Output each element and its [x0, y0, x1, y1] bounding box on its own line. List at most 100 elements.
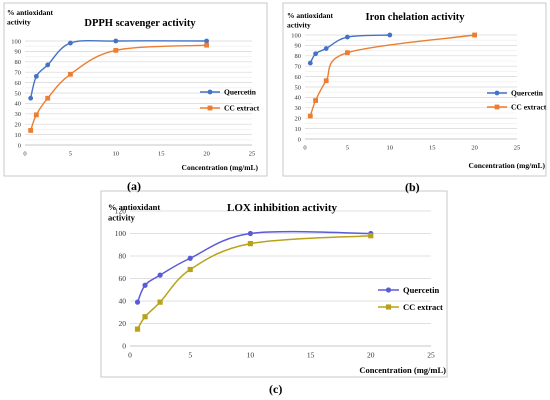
- y-tick-label: 100: [11, 38, 21, 45]
- data-point: [323, 78, 329, 84]
- y-tick-label: 90: [295, 43, 302, 50]
- y-tick-label: 100: [115, 229, 127, 238]
- data-point: [134, 299, 141, 305]
- legend-entry: CC extract: [378, 302, 443, 312]
- x-axis-label: Concentration (mg/mL): [359, 365, 446, 375]
- data-point: [68, 71, 73, 77]
- data-point: [472, 32, 477, 38]
- y-tick-label: 100: [291, 32, 301, 39]
- legend-marker: [207, 105, 213, 111]
- x-tick-label: 20: [367, 351, 375, 360]
- y-tick-label: 70: [15, 69, 22, 76]
- series-line-cc-extract: [309, 34, 475, 117]
- data-point: [157, 272, 163, 278]
- x-tick-label: 0: [303, 145, 306, 152]
- chart-title: LOX inhibition activity: [227, 202, 338, 214]
- x-tick-label: 5: [188, 351, 192, 360]
- data-point: [247, 241, 253, 247]
- x-tick-label: 25: [427, 351, 435, 360]
- x-tick-label: 25: [249, 151, 256, 158]
- data-point: [187, 266, 193, 273]
- legend-entry: CC extract: [200, 104, 260, 113]
- y-axis-label: % antioxidant activity: [108, 202, 160, 223]
- y-tick-label: 40: [15, 101, 22, 108]
- y-tick-label: 0: [298, 136, 301, 143]
- legend-marker: [494, 90, 500, 96]
- data-point: [45, 95, 51, 101]
- legend-label: CC extract: [224, 104, 260, 113]
- y-tick-label: 10: [15, 132, 22, 139]
- data-point: [313, 51, 318, 57]
- panel-label-c: (c): [269, 382, 283, 396]
- y-tick-label: 80: [15, 59, 22, 66]
- y-tick-label: 20: [15, 121, 22, 128]
- data-point: [28, 95, 34, 101]
- legend-label: Quercetin: [403, 285, 439, 295]
- legend-marker: [494, 104, 500, 110]
- data-point: [323, 46, 329, 51]
- data-point: [204, 38, 210, 44]
- data-point: [134, 326, 141, 332]
- panel-label-b: (b): [405, 180, 420, 194]
- data-point: [45, 62, 51, 68]
- chart-b: 0 10 20 30 40 50 60 70 80 90 100 0 5 10 15 20 25 Iron che…: [282, 2, 547, 177]
- data-point: [368, 233, 374, 239]
- x-tick-label: 0: [23, 151, 26, 158]
- chart-a: 0 10 20 30 40 50 60 70 80 90 100 0 5 10 15 20 25 DPPH sca…: [3, 2, 268, 177]
- data-point: [307, 60, 313, 66]
- y-tick-label: 60: [119, 274, 127, 283]
- x-tick-label: 20: [203, 151, 210, 158]
- data-point: [68, 40, 73, 46]
- legend-label: Quercetin: [224, 88, 257, 97]
- y-tick-label: 60: [295, 74, 302, 81]
- x-tick-label: 10: [113, 151, 120, 158]
- legend-marker: [385, 287, 392, 293]
- data-point: [247, 230, 253, 237]
- data-point: [33, 112, 39, 118]
- legend-marker: [385, 304, 392, 310]
- legend-entry: Quercetin: [487, 89, 544, 98]
- data-point: [113, 47, 119, 53]
- chart-frame: [100, 190, 448, 378]
- data-point: [307, 113, 313, 119]
- data-point: [387, 32, 393, 38]
- x-tick-label: 15: [158, 151, 165, 158]
- x-tick-label: 15: [307, 351, 315, 360]
- legend-marker: [207, 89, 213, 95]
- y-tick-label: 30: [295, 105, 302, 112]
- y-tick-label: 0: [122, 342, 126, 351]
- legend-entry: Quercetin: [200, 88, 257, 97]
- legend-entry: Quercetin: [378, 285, 439, 295]
- y-tick-label: 0: [18, 142, 21, 149]
- legend-label: CC extract: [511, 103, 547, 112]
- data-point: [204, 42, 209, 48]
- data-point: [313, 98, 318, 103]
- y-tick-label: 70: [295, 63, 302, 70]
- x-tick-label: 5: [346, 145, 349, 152]
- chart-c: 0 20 40 60 80 100 120 0 5 10 15 20 25 LOX inhibition …: [100, 190, 448, 378]
- chart-title: DPPH scavenger activity: [84, 18, 196, 29]
- y-tick-label: 30: [15, 111, 22, 118]
- y-tick-label: 50: [295, 84, 302, 91]
- y-tick-label: 60: [15, 80, 22, 87]
- x-tick-label: 15: [429, 145, 436, 152]
- legend-label: CC extract: [403, 302, 443, 312]
- data-point: [157, 299, 163, 305]
- chart-frame: [282, 2, 547, 177]
- chart-frame: [3, 2, 268, 177]
- x-tick-label: 5: [69, 151, 72, 158]
- data-point: [113, 38, 119, 44]
- legend-entry: CC extract: [487, 103, 547, 112]
- x-axis-label: Concentration (mg/mL): [182, 163, 259, 172]
- x-axis-label: Concentration (mg/mL): [469, 161, 546, 170]
- y-tick-label: 40: [119, 297, 127, 306]
- panel-label-a: (a): [127, 179, 141, 193]
- y-tick-label: 80: [119, 252, 127, 261]
- y-tick-label: 40: [295, 95, 302, 102]
- data-point: [345, 50, 350, 56]
- data-point: [28, 128, 34, 133]
- data-point: [345, 34, 350, 40]
- y-axis-label: % antioxidant activity: [7, 8, 54, 27]
- data-point: [142, 282, 148, 288]
